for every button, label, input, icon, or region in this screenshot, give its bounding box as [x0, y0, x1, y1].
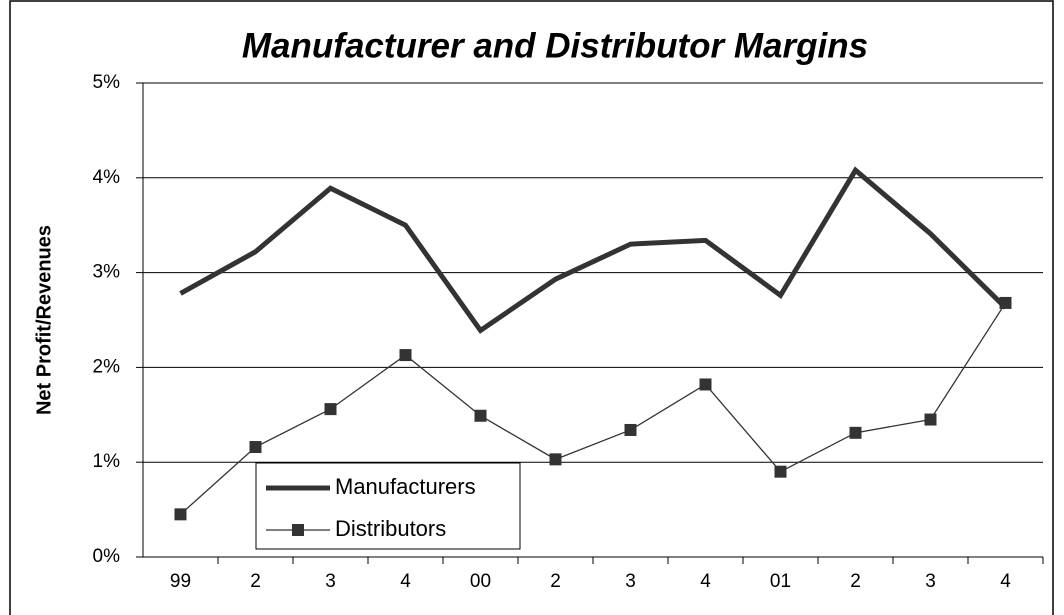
legend-box	[255, 462, 521, 550]
x-tick-label: 00	[470, 571, 491, 592]
x-tick-label: 3	[625, 571, 636, 592]
x-tick-label: 4	[1000, 571, 1011, 592]
y-axis-label: Net Profit/Revenues	[33, 225, 55, 415]
x-tick-label: 3	[325, 571, 336, 592]
y-tick-label: 3%	[93, 262, 121, 283]
series-marker	[924, 413, 937, 426]
series-marker	[549, 453, 562, 466]
x-tick-label: 2	[850, 571, 861, 592]
y-tick-label: 2%	[93, 356, 121, 377]
series-marker	[324, 403, 337, 416]
y-tick-label: 4%	[93, 167, 121, 188]
series-marker	[474, 409, 487, 422]
y-tick-label: 1%	[93, 451, 121, 472]
legend-marker	[292, 524, 304, 536]
x-tick-label: 2	[250, 571, 261, 592]
x-tick-label: 01	[770, 571, 791, 592]
y-tick-label: 0%	[93, 546, 121, 567]
series-marker	[624, 423, 637, 436]
chart-frame	[9, 0, 1054, 615]
series-marker	[999, 296, 1012, 309]
chart-title: Manufacturer and Distributor Margins	[242, 26, 868, 65]
legend-label: Distributors	[335, 516, 446, 541]
series-marker	[699, 378, 712, 391]
y-tick-label: 5%	[93, 72, 121, 93]
x-tick-label: 3	[925, 571, 936, 592]
series-line	[179, 166, 1008, 334]
x-tick-label: 2	[550, 571, 561, 592]
x-tick-label: 4	[700, 571, 711, 592]
series-line	[180, 302, 1007, 515]
series-marker	[849, 426, 862, 439]
x-tick-label: 4	[400, 571, 411, 592]
series-marker	[774, 465, 787, 478]
series-marker	[174, 508, 187, 521]
series-marker	[399, 349, 412, 362]
series-marker	[249, 441, 262, 454]
x-tick-label: 99	[170, 571, 191, 592]
legend-label: Manufacturers	[335, 474, 476, 499]
